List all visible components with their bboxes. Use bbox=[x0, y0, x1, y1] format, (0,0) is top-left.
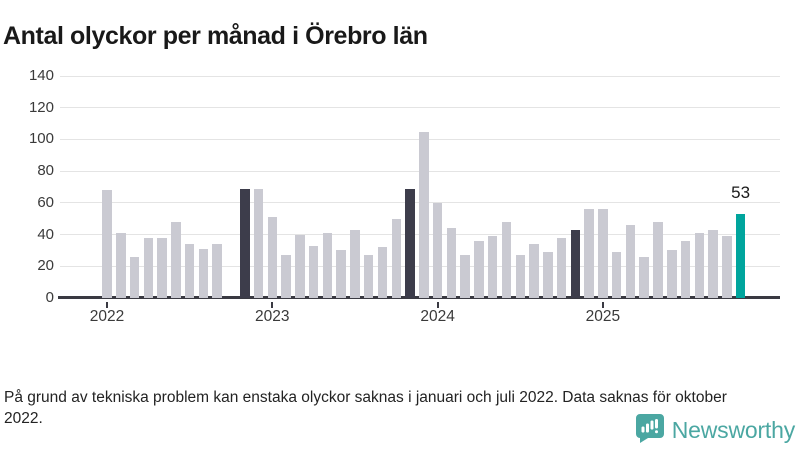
gridline-120 bbox=[60, 107, 780, 109]
bar-2022-05 bbox=[157, 237, 167, 298]
bar-2023-05 bbox=[322, 232, 333, 298]
bar-2023-04 bbox=[308, 245, 319, 298]
bar-2023-01 bbox=[267, 217, 278, 298]
bar-2024-01 bbox=[432, 202, 443, 298]
bar-2024-07 bbox=[515, 255, 525, 298]
bar-2025-02 bbox=[611, 252, 622, 298]
bar-2024-08 bbox=[529, 244, 539, 298]
bar-2023-06 bbox=[336, 250, 346, 298]
bar-2025-09 bbox=[708, 229, 718, 298]
bar-2022-03 bbox=[129, 256, 140, 298]
bar-2023-12 bbox=[419, 131, 429, 298]
bar-2025-11 bbox=[735, 213, 746, 298]
x-axis-line bbox=[58, 296, 780, 299]
y-tick-label-20: 20 bbox=[37, 257, 54, 275]
y-tick-label-0: 0 bbox=[45, 289, 54, 306]
bar-2025-05 bbox=[653, 221, 663, 298]
bar-2025-08 bbox=[694, 232, 705, 298]
y-tick-label-120: 120 bbox=[28, 98, 54, 116]
bar-2023-02 bbox=[281, 255, 291, 298]
y-axis-labels: 0 20 40 60 80 100 120 140 bbox=[0, 67, 54, 306]
bar-2022-06 bbox=[171, 221, 181, 298]
x-tick-label-2024: 2024 bbox=[420, 308, 455, 325]
bar-2024-03 bbox=[460, 255, 470, 298]
bar-2023-08 bbox=[363, 255, 374, 298]
y-tick-label-100: 100 bbox=[28, 130, 54, 148]
bar-2023-09 bbox=[377, 247, 388, 298]
y-tick-label-40: 40 bbox=[37, 225, 54, 243]
bar-2022-09 bbox=[212, 244, 222, 298]
bar-2024-12 bbox=[584, 209, 594, 298]
bar-2025-06 bbox=[667, 250, 677, 298]
bar-2023-03 bbox=[295, 234, 305, 298]
bar-2024-09 bbox=[543, 252, 553, 298]
x-tick-2023 bbox=[271, 302, 274, 308]
bar-2024-02 bbox=[446, 228, 457, 298]
newsworthy-logo: Newsworthy bbox=[635, 413, 795, 448]
value-label-2025-11: 53 bbox=[731, 182, 751, 202]
bar-2023-10 bbox=[391, 218, 402, 298]
plot-area: 53 2022 2023 2024 2025 bbox=[58, 75, 780, 325]
bar-2023-07 bbox=[350, 229, 360, 298]
bar-2024-10 bbox=[556, 237, 567, 298]
gridline-140 bbox=[60, 75, 780, 77]
footnote: På grund av tekniska problem kan enstaka… bbox=[4, 388, 727, 427]
bar-2023-11 bbox=[405, 188, 415, 298]
bar-2022-02 bbox=[116, 232, 126, 298]
x-tick-2022 bbox=[106, 302, 108, 308]
x-tick-label-2023: 2023 bbox=[255, 308, 290, 325]
newsworthy-bar-chart-speech-bubble-icon bbox=[635, 413, 665, 448]
bar-2022-01 bbox=[102, 190, 112, 298]
chart-title: Antal olyckor per månad i Örebro län bbox=[3, 21, 428, 50]
x-tick-label-2022: 2022 bbox=[89, 308, 125, 325]
x-tick-label-2025: 2025 bbox=[585, 308, 621, 325]
bar-2022-07 bbox=[184, 244, 195, 298]
x-tick-2024 bbox=[436, 302, 439, 308]
bar-2024-05 bbox=[487, 236, 498, 298]
newsworthy-wordmark: Newsworthy bbox=[671, 416, 795, 443]
y-tick-label-80: 80 bbox=[37, 162, 54, 180]
bar-2025-01 bbox=[598, 209, 608, 298]
bar-2022-08 bbox=[198, 248, 209, 298]
x-tick-2025 bbox=[601, 302, 604, 308]
bar-2022-11 bbox=[240, 188, 250, 298]
y-tick-label-140: 140 bbox=[28, 67, 54, 84]
bar-2024-06 bbox=[501, 221, 512, 298]
y-tick-label-60: 60 bbox=[37, 193, 54, 211]
bar-2024-04 bbox=[474, 240, 484, 298]
bar-2022-12 bbox=[253, 188, 264, 298]
bar-2024-11 bbox=[570, 229, 581, 298]
bar-2025-07 bbox=[680, 240, 691, 298]
bar-2025-10 bbox=[722, 236, 732, 298]
bar-2025-03 bbox=[625, 225, 636, 298]
bar-2025-04 bbox=[639, 256, 649, 298]
bar-2022-04 bbox=[143, 237, 154, 298]
